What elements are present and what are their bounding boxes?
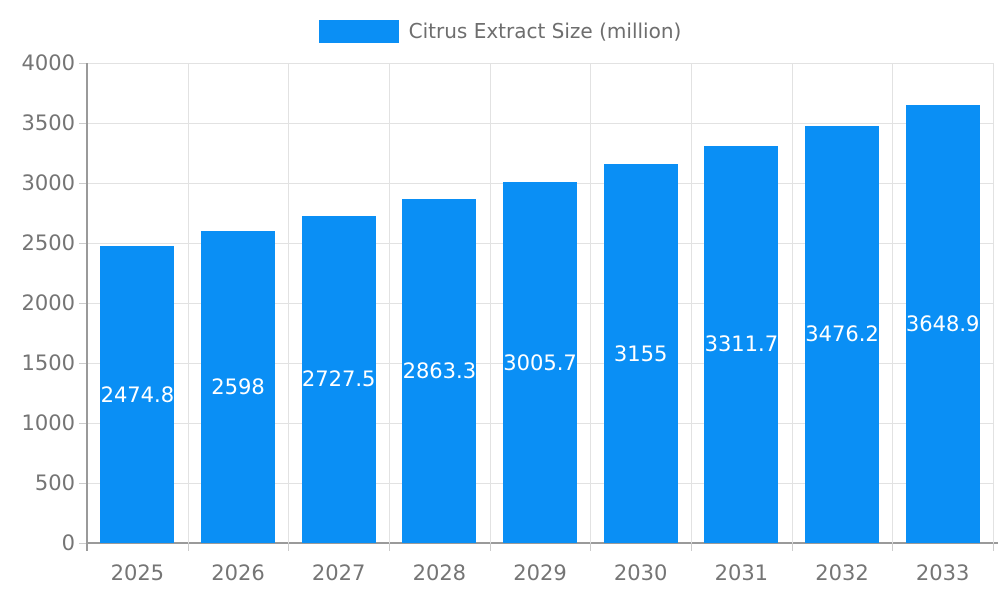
x-axis-tick-label: 2031 <box>714 561 769 585</box>
x-axis-tick <box>288 543 290 551</box>
x-axis-tick <box>590 543 592 551</box>
gridline-vertical <box>691 63 692 543</box>
legend-label[interactable]: Citrus Extract Size (million) <box>408 19 682 43</box>
bar <box>402 199 477 543</box>
bar <box>201 231 275 543</box>
bar-value-label: 2598 <box>211 375 265 400</box>
x-axis-tick <box>187 543 189 551</box>
y-axis-tick-label: 2500 <box>21 231 75 255</box>
y-axis-line <box>86 63 88 551</box>
gridline-vertical <box>489 63 491 543</box>
y-axis-tick <box>79 363 87 364</box>
bar <box>503 182 577 543</box>
gridline-vertical <box>590 63 592 543</box>
y-axis-tick <box>79 543 87 544</box>
x-axis-tick-label: 2030 <box>613 561 668 585</box>
x-axis-line <box>87 542 998 544</box>
x-axis-tick-label: 2026 <box>211 561 265 585</box>
bar-value-label: 3311.7 <box>704 332 779 357</box>
x-axis-tick-label: 2032 <box>815 561 869 585</box>
gridline-vertical <box>389 63 390 543</box>
y-axis-tick <box>79 483 87 484</box>
y-axis-tick <box>79 123 87 124</box>
bar-value-label: 3648.9 <box>905 312 980 337</box>
y-axis-tick <box>79 423 87 424</box>
y-axis-tick <box>79 63 87 64</box>
y-axis-tick-label: 0 <box>61 531 75 555</box>
bar-value-label: 3155 <box>613 341 668 366</box>
gridline-vertical <box>993 63 994 543</box>
gridline-horizontal <box>87 63 993 64</box>
legend[interactable]: Citrus Extract Size (million) <box>0 19 1000 43</box>
y-axis-tick <box>79 303 87 304</box>
gridline-vertical <box>892 63 894 543</box>
y-axis-tick <box>79 243 87 244</box>
x-axis-tick <box>993 543 994 551</box>
bar-value-label: 3476.2 <box>805 322 879 347</box>
y-axis-tick-label: 1500 <box>21 351 75 375</box>
x-axis-tick <box>691 543 692 551</box>
legend-swatch-icon[interactable] <box>318 19 399 43</box>
gridline-vertical <box>288 63 290 543</box>
x-axis-tick-label: 2025 <box>110 561 165 585</box>
x-axis-tick-label: 2027 <box>311 561 366 585</box>
y-axis-tick-label: 4000 <box>21 51 75 75</box>
bar-value-label: 2474.8 <box>100 382 175 407</box>
gridline-vertical <box>791 63 793 543</box>
x-axis-tick <box>389 543 390 551</box>
x-axis-tick <box>892 543 894 551</box>
bar <box>704 145 779 543</box>
y-axis-tick-label: 1000 <box>21 411 75 435</box>
x-axis-tick <box>489 543 491 551</box>
x-axis-tick-label: 2033 <box>915 561 970 585</box>
bar-value-label: 2727.5 <box>301 367 376 392</box>
bar <box>805 125 879 543</box>
x-axis-tick-label: 2028 <box>412 561 467 585</box>
y-axis-tick <box>79 183 87 184</box>
x-axis-tick <box>791 543 793 551</box>
bar <box>603 164 678 543</box>
y-axis-tick-label: 2000 <box>21 291 75 315</box>
y-axis-tick-label: 3000 <box>21 171 75 195</box>
x-axis-tick-label: 2029 <box>513 561 567 585</box>
gridline-horizontal <box>87 123 993 124</box>
bar-value-label: 3005.7 <box>503 350 577 375</box>
bar <box>301 215 376 543</box>
y-axis-tick-label: 3500 <box>21 111 75 135</box>
bar <box>905 105 980 543</box>
bar <box>100 246 175 543</box>
bar-value-label: 2863.3 <box>402 359 477 384</box>
gridline-vertical <box>187 63 189 543</box>
y-axis-tick-label: 500 <box>34 471 75 495</box>
